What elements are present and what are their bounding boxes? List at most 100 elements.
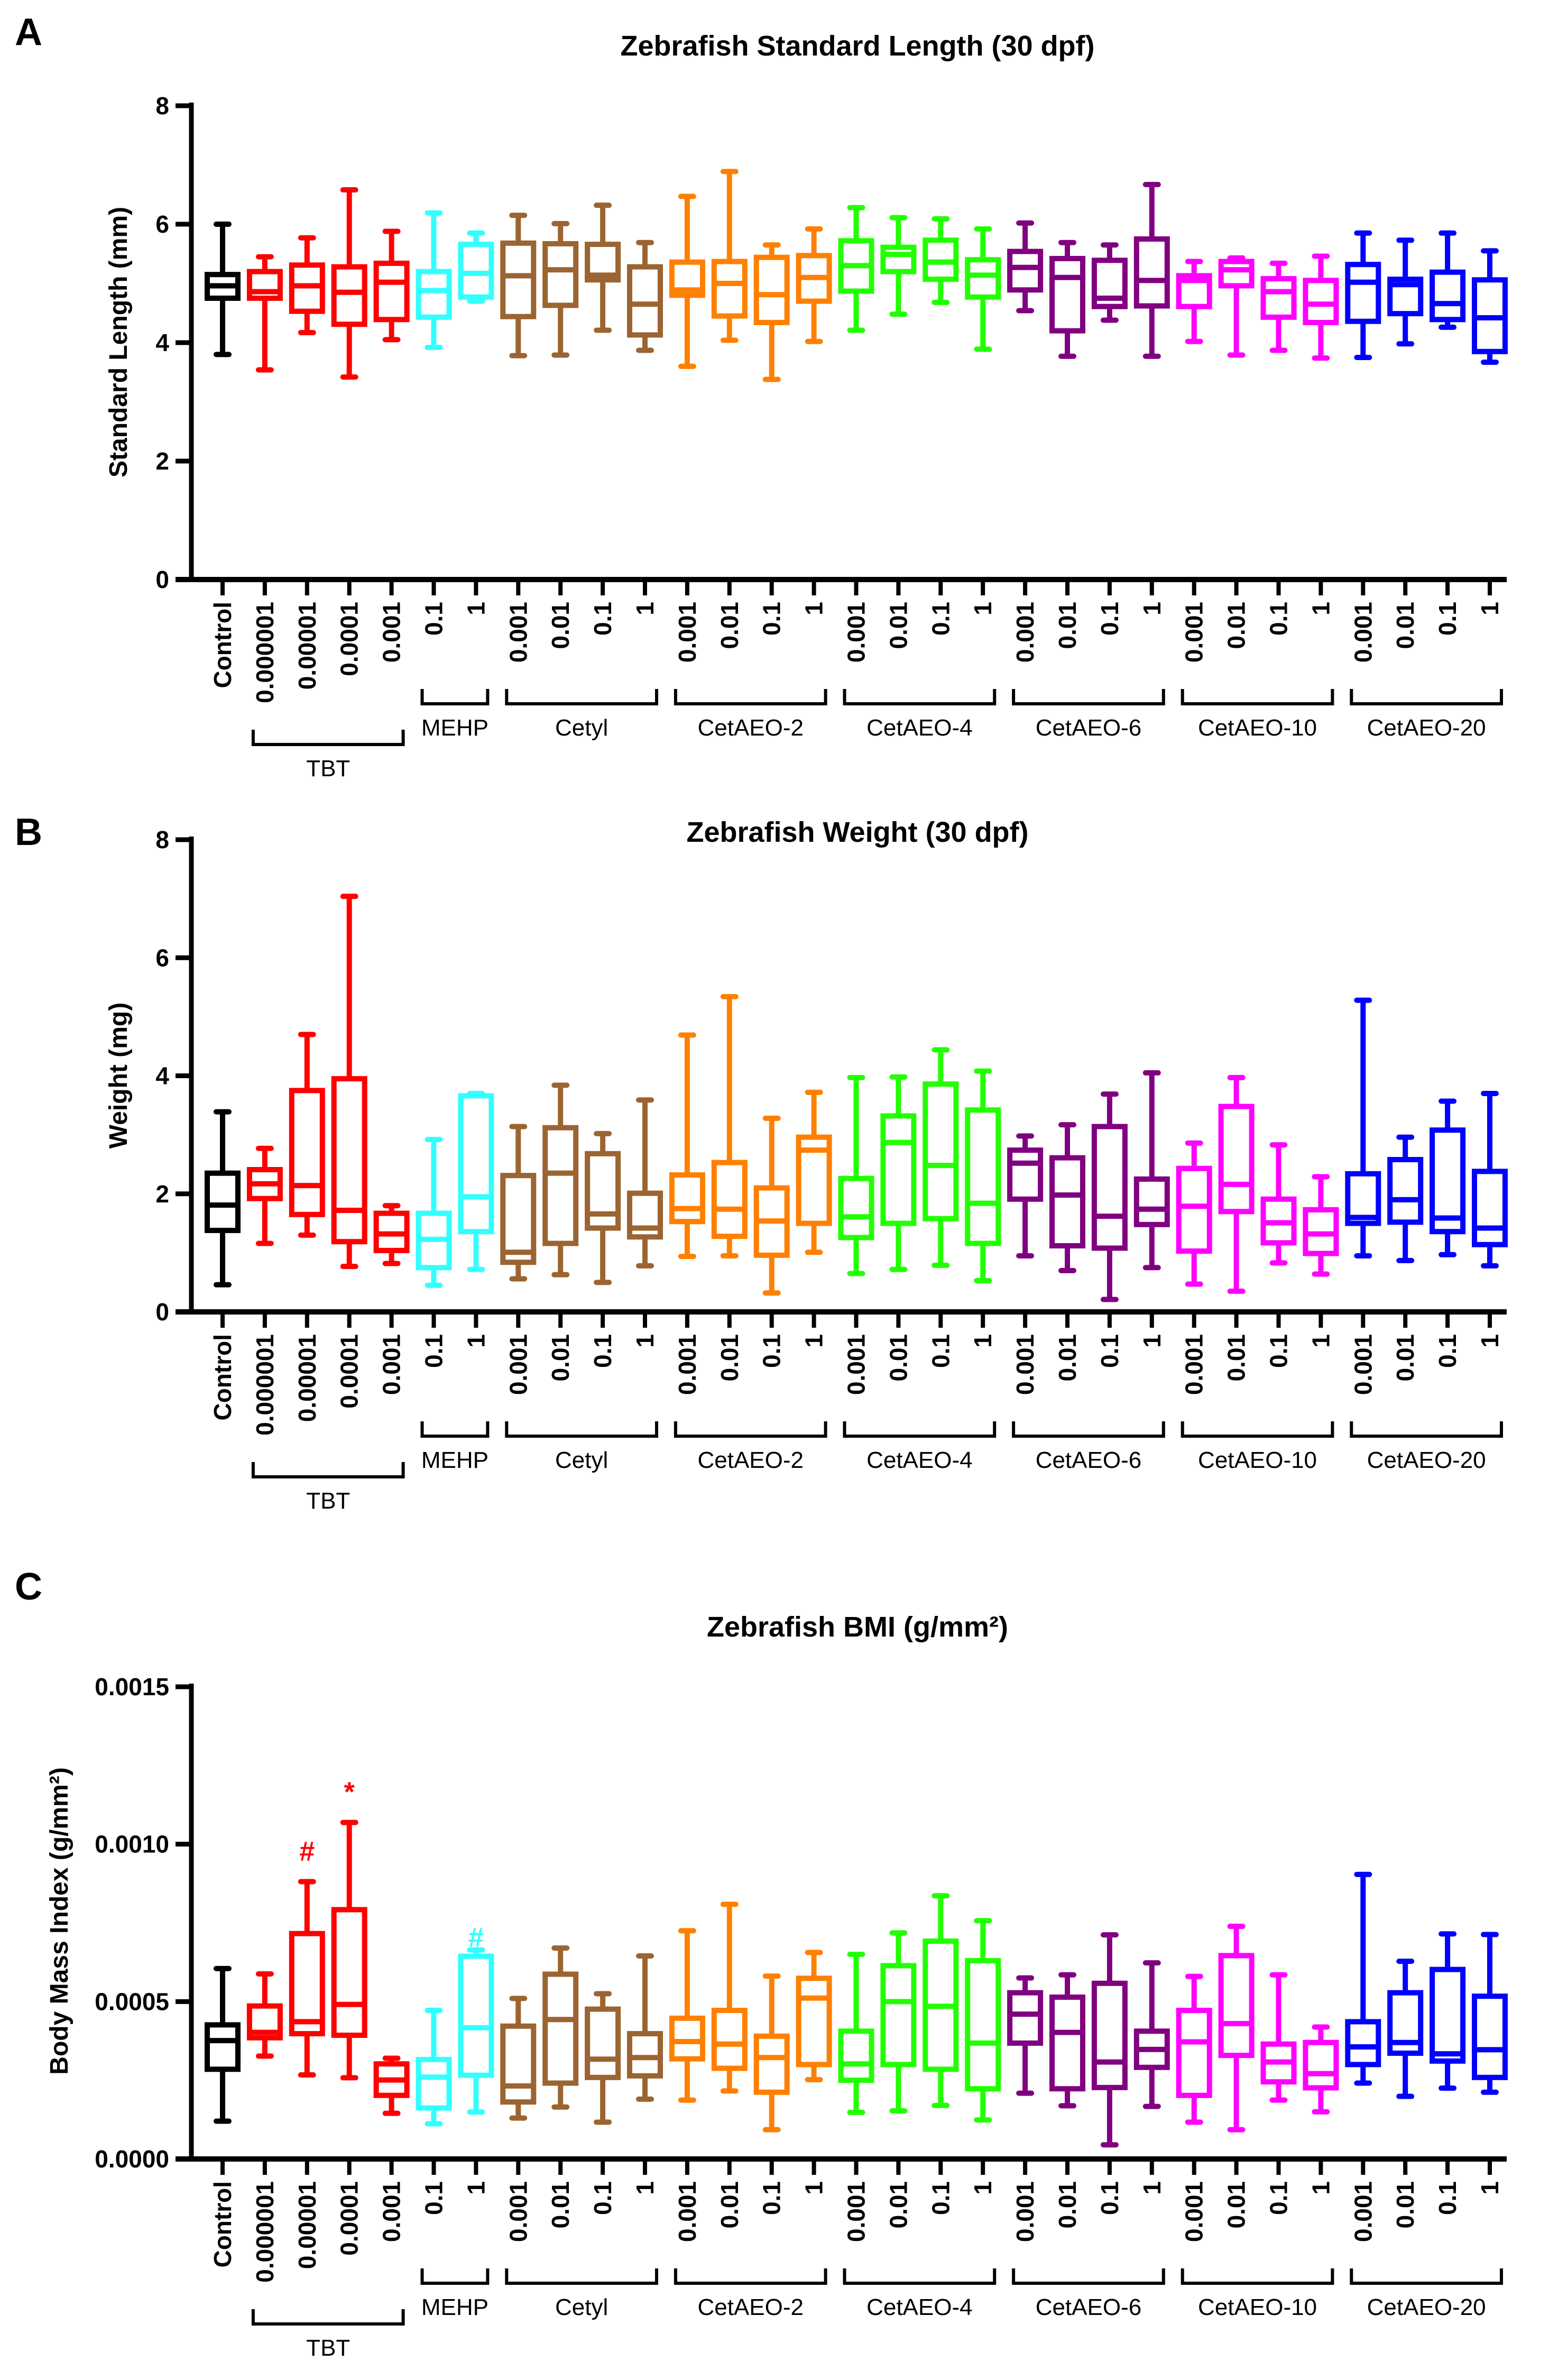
box-17 [923, 1893, 959, 2108]
group-label: CetAEO-10 [1198, 1447, 1317, 1473]
group-label: CetAEO-6 [1036, 1447, 1142, 1473]
group-label: CetAEO-2 [697, 715, 804, 741]
x-tick-label: 0.0001 [336, 2181, 363, 2256]
y-tick-label: 8 [155, 92, 169, 120]
iqr-box [416, 269, 452, 320]
group-bracket [251, 2309, 405, 2326]
x-tick-label: 0.1 [589, 602, 616, 636]
box-8 [542, 1082, 579, 1278]
box-2 [289, 1032, 325, 1238]
iqr-box [1303, 278, 1339, 325]
box-5 [416, 2008, 452, 2127]
x-tick-label: 0.01 [716, 2181, 743, 2229]
box-16 [880, 215, 917, 317]
panel-letter: C [15, 1566, 42, 1608]
panel-letter: B [15, 811, 42, 853]
iqr-box [205, 2022, 241, 2072]
x-tick-label: 1 [1307, 2181, 1334, 2195]
group-bracket [505, 1421, 658, 1438]
box-27 [1345, 997, 1381, 1258]
iqr-box [289, 1931, 325, 2037]
y-axis-label: Standard Length (mm) [105, 207, 133, 477]
box-25 [1260, 260, 1297, 353]
iqr-box [1260, 276, 1297, 320]
iqr-box [1007, 1990, 1044, 2046]
group-label: MEHP [421, 1447, 488, 1473]
group-label: CetAEO-20 [1367, 1447, 1486, 1473]
x-tick-label: 0.1 [758, 1334, 786, 1368]
box-5 [416, 210, 452, 350]
y-tick-label: 0.0005 [95, 1988, 169, 2015]
group-bracket [1181, 689, 1334, 705]
x-tick-label: 0.1 [1265, 1334, 1293, 1368]
iqr-box [458, 242, 494, 300]
iqr-box [753, 254, 790, 325]
box-23 [1176, 259, 1212, 344]
box-15 [838, 1074, 874, 1276]
box-1 [246, 1971, 283, 2059]
box-12 [711, 169, 748, 343]
x-tick-label: 1 [1307, 1334, 1334, 1348]
x-tick-label: 0.000001 [251, 1334, 279, 1436]
x-tick-label: 0.01 [547, 1334, 574, 1382]
box-13 [753, 1973, 790, 2133]
x-tick-label: 0.00001 [293, 1334, 321, 1422]
iqr-box [373, 260, 410, 323]
iqr-box [1133, 1176, 1170, 1227]
x-tick-label: 0.000001 [251, 2181, 279, 2283]
iqr-box [669, 2015, 705, 2062]
box-6 [458, 230, 494, 304]
x-tick-label: 0.001 [1011, 2181, 1039, 2242]
x-tick-label: 0.0001 [336, 602, 363, 676]
group-label: CetAEO-10 [1198, 2294, 1317, 2320]
box-3 [331, 894, 367, 1270]
x-tick-label: 0.001 [843, 2181, 870, 2242]
iqr-box [1303, 2039, 1339, 2091]
box-28 [1387, 1134, 1424, 1263]
box-16 [880, 1074, 917, 1272]
significance-marker: * [344, 1777, 355, 1808]
box-27 [1345, 230, 1381, 360]
iqr-box [1345, 2019, 1381, 2067]
box-28 [1387, 237, 1424, 347]
x-tick-label: 0.01 [716, 1334, 743, 1382]
group-bracket [674, 2268, 827, 2285]
box-5 [416, 1137, 452, 1288]
group-bracket [1012, 2268, 1165, 2285]
box-27 [1345, 1871, 1381, 2086]
box-12 [711, 1901, 748, 2094]
iqr-box [627, 264, 663, 338]
group-bracket [420, 1421, 490, 1438]
x-tick-label: 1 [1476, 1334, 1504, 1348]
group-label: CetAEO-4 [866, 2294, 973, 2320]
group-label: CetAEO-20 [1367, 2294, 1486, 2320]
x-tick-label: 0.001 [504, 602, 532, 663]
box-30 [1472, 1090, 1508, 1269]
x-tick-label: 1 [1307, 602, 1334, 615]
x-tick-label: 0.01 [1391, 602, 1419, 649]
x-tick-label: 0.1 [1434, 1334, 1461, 1368]
box-25 [1260, 1142, 1297, 1266]
x-tick-label: 0.01 [884, 602, 912, 649]
group-label: Cetyl [555, 1447, 608, 1473]
group-label: TBT [306, 1488, 350, 1514]
box-13 [753, 242, 790, 382]
panel-b: B Zebrafish Weight (30 dpf) Weight (mg) 0 2 4… [15, 811, 1508, 1514]
group-bracket [674, 1421, 827, 1438]
group-label: CetAEO-4 [866, 1447, 973, 1473]
group-label: TBT [306, 2335, 350, 2361]
box-4 [373, 228, 410, 343]
group-label: CetAEO-2 [697, 1447, 804, 1473]
iqr-box [1007, 249, 1044, 293]
box-30 [1472, 248, 1508, 365]
box-0 [205, 222, 241, 357]
x-tick-label: 0.001 [843, 602, 870, 663]
group-bracket [1012, 1421, 1165, 1438]
box-14 [796, 226, 832, 344]
x-tick-label: 0.001 [1011, 1334, 1039, 1395]
box-4 [373, 1203, 410, 1266]
iqr-box [1091, 1124, 1128, 1251]
box-26 [1303, 253, 1339, 361]
iqr-box [331, 1076, 367, 1245]
panel-letter: A [15, 11, 42, 53]
